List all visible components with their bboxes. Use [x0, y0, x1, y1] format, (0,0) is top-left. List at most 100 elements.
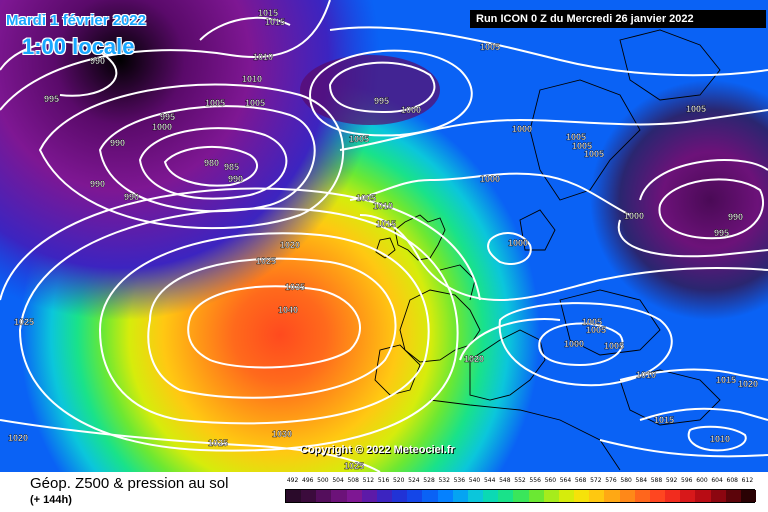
scale-label: 564: [559, 477, 572, 484]
scale-label: 504: [332, 477, 344, 484]
isobar-label: 1015: [716, 375, 736, 385]
isobar-label: 1040: [278, 305, 298, 315]
isobar-label: 1005: [245, 98, 265, 108]
isobar-label: 1000: [480, 174, 500, 184]
scale-label: 508: [347, 477, 359, 484]
scale-swatch: [528, 490, 545, 502]
forecast-offset: (+ 144h): [30, 494, 72, 506]
scale-label: 548: [499, 477, 511, 484]
scale-swatch: [543, 490, 560, 502]
isobar-label: 1005: [686, 104, 706, 114]
color-scale-bar: [285, 489, 757, 503]
isobar-label: 1005: [356, 193, 376, 203]
isobar-label: 1000: [512, 124, 532, 134]
isobar-label: 1005: [572, 141, 592, 151]
isobar-label: 1025: [208, 438, 228, 448]
isobar-label: 990: [228, 174, 243, 184]
scale-label: 552: [514, 477, 526, 484]
scale-swatch: [301, 490, 317, 502]
scale-label: 556: [529, 477, 541, 484]
scale-label: 492: [286, 477, 299, 484]
isobar-label: 985: [224, 162, 239, 172]
scale-swatch: [437, 490, 454, 502]
scale-swatch: [725, 490, 742, 502]
model-run-info: Run ICON 0 Z du Mercredi 26 janvier 2022: [470, 10, 766, 28]
scale-label: 568: [574, 477, 587, 484]
scale-swatch: [467, 490, 484, 502]
isobar-label: 995: [44, 94, 59, 104]
scale-swatch: [498, 490, 514, 502]
isobar-label: 1025: [14, 317, 34, 327]
isobar-label: 1005: [604, 341, 624, 351]
scale-swatch: [665, 490, 681, 502]
scale-label: 600: [696, 477, 708, 484]
isobar-label: 1000: [508, 238, 528, 248]
scale-swatch: [483, 490, 499, 502]
scale-swatch: [376, 490, 393, 502]
isobar-label: 1010: [253, 52, 273, 62]
isobar-label: 990: [124, 192, 139, 202]
isobar-lines: [0, 0, 768, 472]
isobar-label: 1035: [285, 282, 305, 292]
isobar-label: 1005: [480, 42, 500, 52]
isobar-label: 1005: [582, 317, 602, 327]
scale-swatch: [695, 490, 711, 502]
isobar-label: 995: [160, 112, 175, 122]
scale-label: 524: [408, 477, 420, 484]
isobar-label: 1005: [205, 98, 225, 108]
isobar-label: 1010: [242, 74, 262, 84]
scale-label: 544: [483, 477, 496, 484]
north-low-field: [300, 55, 440, 125]
isobar-label: 1015: [376, 219, 396, 229]
scale-label: 520: [392, 477, 405, 484]
scale-swatch: [407, 490, 423, 502]
isobar-label: 1010: [373, 201, 393, 211]
isobar-label: 1010: [636, 370, 656, 380]
scale-swatch: [331, 490, 348, 502]
isobar-label: 990: [90, 179, 105, 189]
scale-swatch: [346, 490, 363, 502]
scale-label: 572: [590, 477, 602, 484]
scale-label: 612: [741, 477, 754, 484]
isobar-label: 1020: [464, 354, 484, 364]
map-title: Géop. Z500 & pression au sol: [30, 475, 229, 492]
isobar-label: 1015: [654, 415, 674, 425]
scale-label: 560: [544, 477, 557, 484]
scale-swatch: [740, 490, 757, 502]
scale-swatch: [286, 490, 302, 502]
forecast-date: Mardi 1 février 2022: [6, 12, 147, 29]
scale-swatch: [361, 490, 378, 502]
scale-label: 596: [681, 477, 693, 484]
isobar-label: 1015: [258, 8, 278, 18]
scale-label: 588: [650, 477, 663, 484]
copyright: Copyright © 2022 Meteociel.fr: [300, 444, 455, 456]
scale-label: 576: [605, 477, 617, 484]
isobar-label: 1010: [710, 434, 730, 444]
isobar-label: 1030: [272, 429, 292, 439]
isobar-label: 1025: [344, 461, 364, 471]
scale-swatch: [619, 490, 636, 502]
scale-swatch: [589, 490, 605, 502]
scale-swatch: [422, 490, 439, 502]
scale-label: 584: [635, 477, 648, 484]
isobar-label: 980: [204, 158, 219, 168]
isobar-label: 995: [374, 96, 389, 106]
scale-label: 540: [468, 477, 481, 484]
scale-label: 608: [726, 477, 738, 484]
scale-swatch: [392, 490, 408, 502]
isobar-label: 990: [728, 212, 743, 222]
scale-label: 604: [711, 477, 723, 484]
scale-swatch: [513, 490, 530, 502]
isobar-label: 1000: [152, 122, 172, 132]
isobar-label: 1000: [624, 211, 644, 221]
isobar-label: 990: [110, 138, 125, 148]
scale-label: 592: [665, 477, 678, 484]
isobar-label: 1025: [256, 256, 276, 266]
scale-swatch: [574, 490, 590, 502]
scale-label: 496: [302, 477, 314, 484]
scale-swatch: [634, 490, 651, 502]
scale-label: 536: [453, 477, 466, 484]
